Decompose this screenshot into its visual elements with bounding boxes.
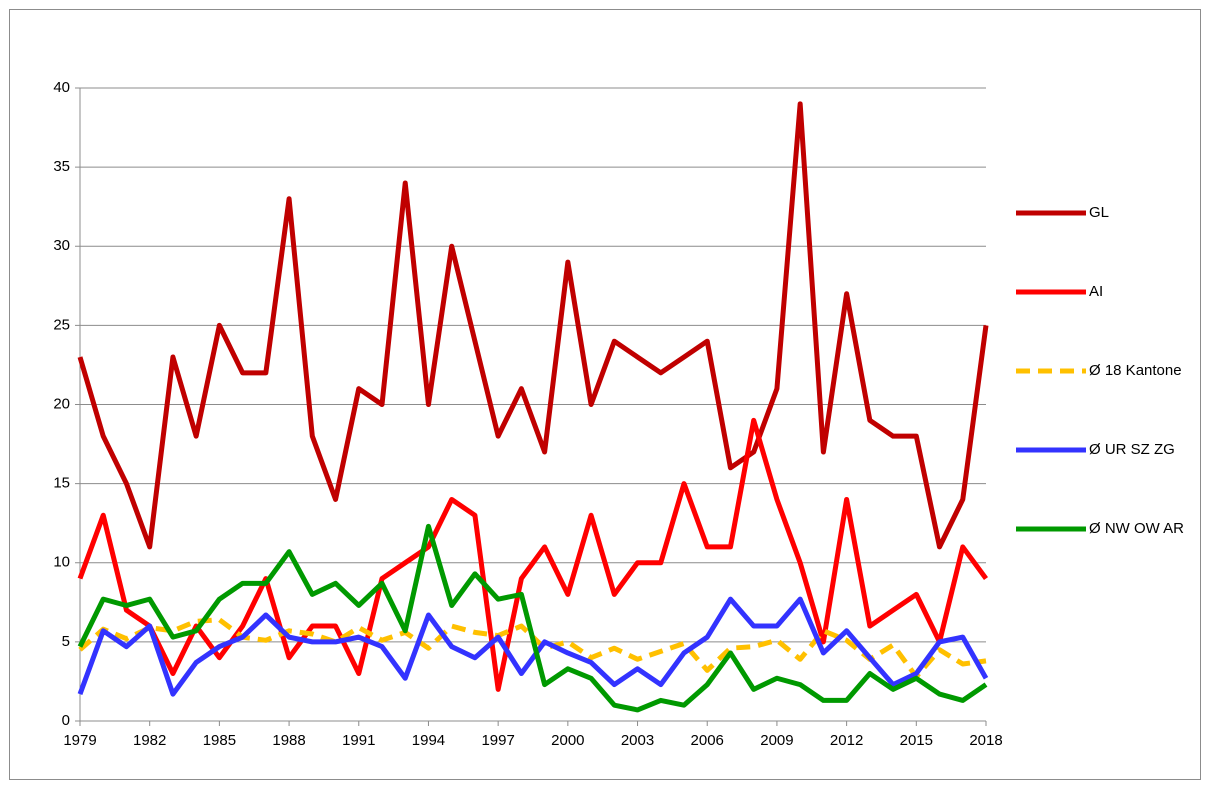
series-line [77, 523, 988, 713]
y-tick-label: 5 [62, 633, 70, 650]
x-tick-label: 1991 [342, 732, 375, 749]
y-tick-label: 20 [53, 395, 70, 412]
x-tick-label: 2009 [760, 732, 793, 749]
legend-label: Ø 18 Kantone [1089, 362, 1182, 379]
y-tick-label: 0 [62, 712, 70, 729]
x-tick-label: 1979 [63, 732, 96, 749]
legend-label: AI [1089, 283, 1103, 300]
y-tick-label: 10 [53, 554, 70, 571]
x-tick-label: 1985 [203, 732, 236, 749]
y-tick-label: 25 [53, 316, 70, 333]
x-tick-label: 2012 [830, 732, 863, 749]
legend-label: Ø UR SZ ZG [1089, 441, 1175, 458]
x-tick-label: 2006 [691, 732, 724, 749]
x-tick-label: 2000 [551, 732, 584, 749]
x-tick-label: 1997 [481, 732, 514, 749]
legend-label: Ø NW OW AR [1089, 520, 1184, 537]
x-tick-label: 1982 [133, 732, 166, 749]
x-tick-label: 2015 [900, 732, 933, 749]
legend-label: GL [1089, 204, 1109, 221]
x-tick-label: 2018 [969, 732, 1002, 749]
series-line [77, 596, 989, 697]
series-line [77, 101, 989, 550]
y-tick-label: 35 [53, 158, 70, 175]
y-tick-label: 30 [53, 237, 70, 254]
x-tick-label: 1994 [412, 732, 445, 749]
y-tick-label: 40 [53, 79, 70, 96]
y-tick-label: 15 [53, 475, 70, 492]
chart-frame [9, 9, 1201, 780]
x-tick-label: 1988 [272, 732, 305, 749]
x-tick-label: 2003 [621, 732, 654, 749]
